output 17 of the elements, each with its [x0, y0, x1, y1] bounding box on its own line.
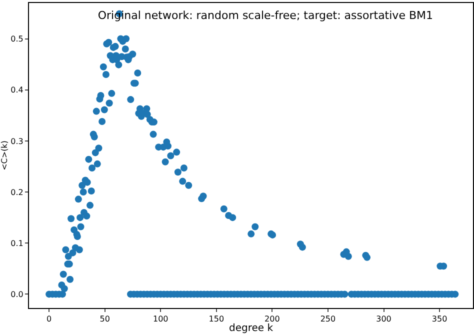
text: Original network: random scale-free; target: assortative BM1 — [98, 8, 434, 22]
y-tick-label: 0.3 — [10, 136, 24, 146]
y-tick-label: 0.1 — [10, 238, 24, 248]
y-tick-label: 0.2 — [10, 188, 24, 197]
x-tick-label: 300 — [376, 314, 392, 324]
x-tick-label: 350 — [432, 314, 448, 324]
x-tick-label: 150 — [208, 314, 224, 324]
y-axis-title: <C>(k) — [0, 140, 9, 170]
x-tick-label: 50 — [100, 314, 110, 324]
y-tick-label: 0.0 — [10, 290, 24, 300]
x-tick-label: 200 — [264, 314, 280, 324]
x-axis-title: degree k — [228, 323, 274, 334]
y-tick-label: 0.4 — [10, 86, 24, 95]
x-tick-label: 0 — [46, 314, 52, 324]
x-tick-label: 250 — [320, 314, 336, 324]
x-tick-label: 100 — [153, 314, 168, 324]
y-tick-label: 0.5 — [10, 34, 24, 44]
